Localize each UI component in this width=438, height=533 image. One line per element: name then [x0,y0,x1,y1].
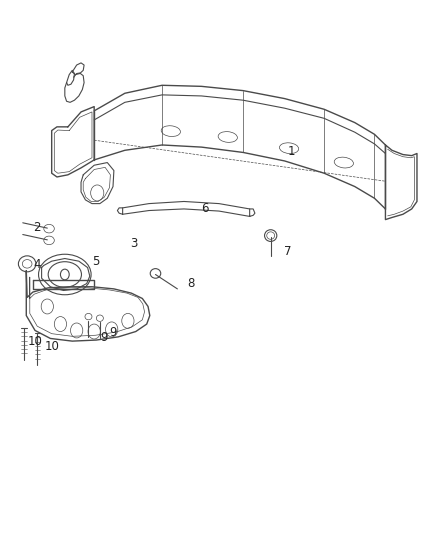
Text: 10: 10 [28,335,42,348]
Text: 7: 7 [283,245,291,258]
Text: 9: 9 [109,326,117,338]
Text: 10: 10 [44,341,59,353]
Text: 1: 1 [287,146,295,158]
Text: 9: 9 [100,331,108,344]
Text: 6: 6 [201,203,209,215]
Text: 4: 4 [33,259,41,271]
Text: 2: 2 [33,221,41,234]
Text: 3: 3 [130,237,137,250]
Text: 8: 8 [188,277,195,290]
Text: 5: 5 [92,255,99,268]
